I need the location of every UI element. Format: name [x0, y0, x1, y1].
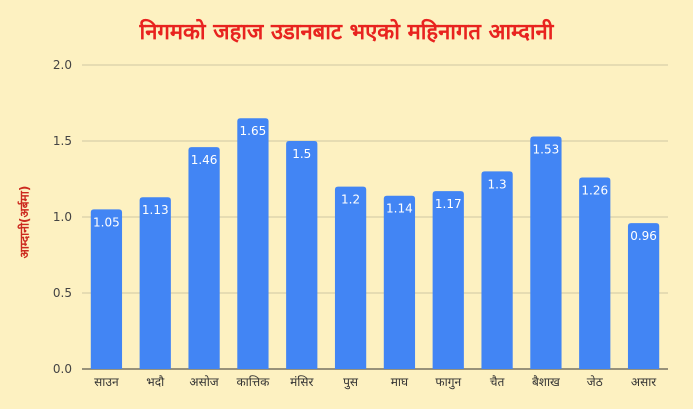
bar	[481, 171, 513, 369]
x-tick-label: चैत	[490, 375, 506, 389]
x-tick-label: कात्तिक	[236, 375, 270, 389]
x-tick-label: मंसिर	[290, 375, 314, 389]
y-tick-label: 0.0	[53, 362, 72, 376]
data-label: 0.96	[630, 229, 657, 243]
x-tick-label: भदौ	[146, 375, 165, 389]
x-tick-label: असार	[631, 375, 657, 389]
bar	[237, 118, 269, 369]
data-label: 1.65	[240, 124, 267, 138]
y-tick-label: 0.5	[53, 286, 72, 300]
data-label: 1.3	[488, 177, 507, 191]
bar	[286, 141, 318, 369]
data-label: 1.46	[191, 153, 218, 167]
x-tick-label: माघ	[391, 375, 409, 389]
bar	[383, 195, 416, 369]
x-tick-label: साउन	[94, 375, 119, 389]
data-label: 1.17	[435, 197, 462, 211]
x-tick-label: जेठ	[587, 375, 604, 389]
chart-title: निगमको जहाज उडानबाट भएको महिनागत आम्दानी	[139, 20, 554, 45]
data-label: 1.05	[93, 215, 120, 229]
x-tick-label: बैशाख	[532, 375, 560, 389]
bar	[579, 177, 611, 369]
bar	[188, 147, 220, 369]
y-tick-label: 1.0	[53, 210, 72, 224]
bar	[334, 186, 367, 369]
x-tick-label: फागुन	[435, 375, 461, 390]
y-tick-label: 2.0	[53, 58, 72, 72]
x-tick-label: पुस	[343, 375, 359, 390]
data-label: 1.13	[142, 203, 169, 217]
bar	[139, 197, 171, 369]
x-tick-label: असोज	[189, 375, 219, 389]
data-label: 1.2	[341, 193, 360, 207]
bar	[432, 191, 464, 369]
bar	[90, 209, 123, 369]
data-label: 1.14	[386, 202, 413, 216]
data-label: 1.53	[533, 142, 560, 156]
data-label: 1.5	[292, 147, 311, 161]
data-label: 1.26	[581, 183, 608, 197]
y-tick-label: 1.5	[53, 134, 72, 148]
bar	[530, 136, 562, 369]
bar	[627, 223, 660, 369]
